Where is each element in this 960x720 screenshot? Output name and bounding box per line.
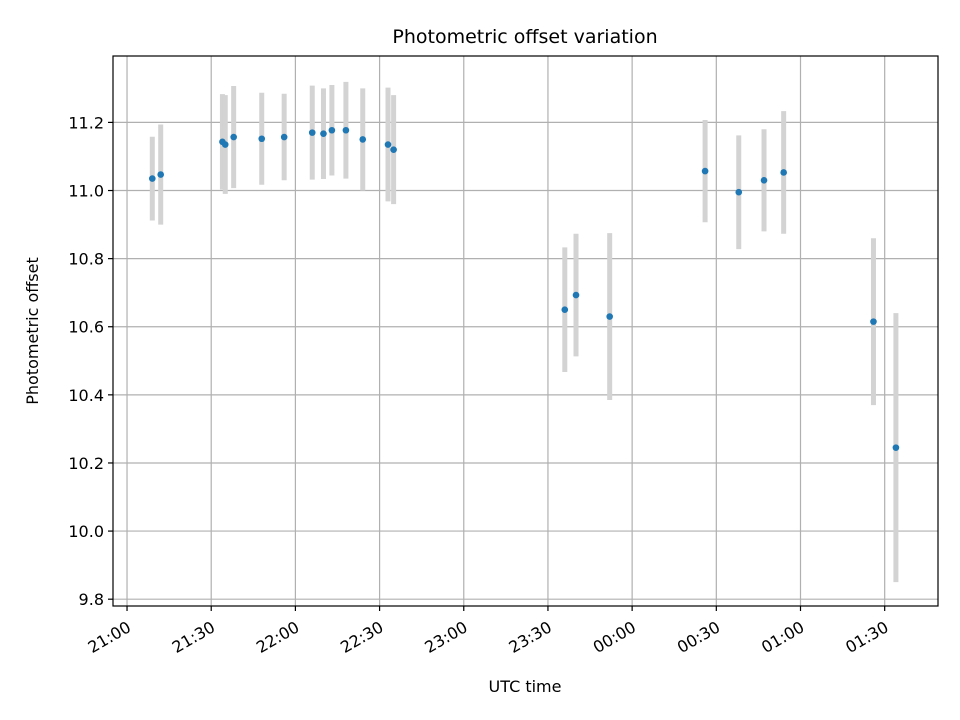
data-point xyxy=(280,133,288,141)
data-point xyxy=(384,141,392,148)
y-tick-label: 11.2 xyxy=(68,113,104,132)
data-point xyxy=(230,133,237,141)
data-point xyxy=(258,135,266,143)
y-tick-label: 10.8 xyxy=(68,250,104,269)
data-point xyxy=(148,175,156,182)
plot-area xyxy=(113,56,938,606)
data-point xyxy=(606,313,613,320)
data-point xyxy=(572,291,580,299)
y-tick-label: 10.2 xyxy=(68,454,104,473)
data-point xyxy=(870,318,877,325)
data-point xyxy=(221,141,229,148)
y-tick-label: 9.8 xyxy=(79,590,104,609)
data-point xyxy=(760,177,768,184)
data-point xyxy=(735,188,743,196)
data-point xyxy=(561,306,569,314)
data-point xyxy=(157,171,165,178)
data-points xyxy=(148,126,900,451)
data-point xyxy=(390,146,397,153)
y-tick-label: 10.0 xyxy=(68,522,104,541)
data-point xyxy=(320,130,327,137)
y-tick-label: 10.4 xyxy=(68,386,104,405)
data-point xyxy=(892,444,900,451)
plot-frame xyxy=(112,55,939,607)
data-point xyxy=(359,136,367,143)
y-axis-label: Photometric offset xyxy=(23,257,42,405)
chart-title: Photometric offset variation xyxy=(392,26,657,48)
data-point xyxy=(780,169,787,176)
y-tick-label: 10.6 xyxy=(68,318,104,337)
data-point xyxy=(328,126,336,134)
y-axis-ticks: 9.8 10.0 10.2 10.4 10.6 10.8 11.0 11.2 xyxy=(68,113,113,609)
data-point xyxy=(701,167,709,175)
y-tick-label: 11.0 xyxy=(68,182,104,201)
x-axis-label: UTC time xyxy=(489,677,562,696)
data-point xyxy=(308,129,316,136)
data-point xyxy=(342,126,350,134)
grid xyxy=(113,56,938,606)
